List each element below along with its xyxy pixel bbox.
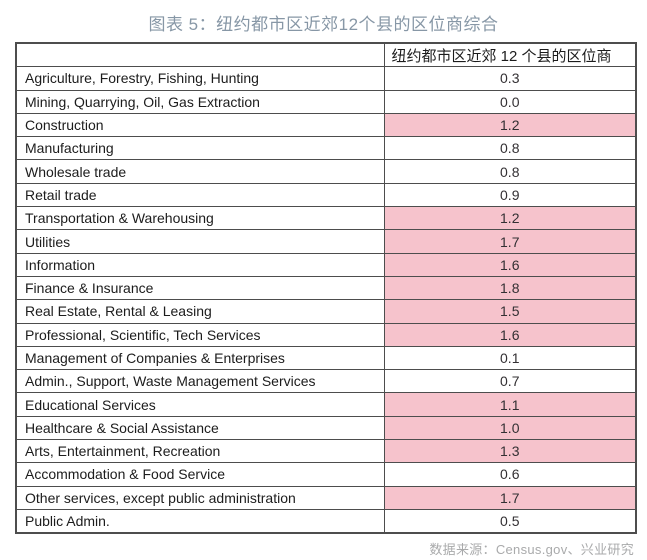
table-row: Agriculture, Forestry, Fishing, Hunting 0…: [15, 66, 637, 91]
table-row: Admin., Support, Waste Management Servic…: [15, 369, 637, 394]
table-row: Wholesale trade 0.8: [15, 159, 637, 184]
table-row: Professional, Scientific, Tech Services 1…: [15, 322, 637, 347]
industry-label-cell: Construction: [15, 112, 385, 138]
lq-value-cell: 1.7: [383, 485, 637, 510]
industry-label-cell: Public Admin.: [15, 508, 385, 534]
industry-label-cell: Accommodation & Food Service: [15, 462, 385, 487]
table-body: Agriculture, Forestry, Fishing, Hunting 0…: [15, 66, 637, 534]
table-row: Educational Services 1.1: [15, 392, 637, 417]
industry-label-cell: Arts, Entertainment, Recreation: [15, 439, 385, 464]
lq-value-cell: 1.3: [383, 439, 637, 464]
data-source-note: 数据来源：Census.gov、兴业研究: [429, 542, 634, 557]
table-row: Mining, Quarrying, Oil, Gas Extraction 0.…: [15, 89, 637, 114]
table-row: Public Admin. 0.5: [15, 508, 637, 534]
header-row: 纽约都市区近郊 12 个县的区位商: [15, 42, 637, 68]
corner-header-cell: [15, 42, 385, 68]
table-row: Arts, Entertainment, Recreation 1.3: [15, 439, 637, 464]
industry-label-cell: Transportation & Warehousing: [15, 206, 385, 231]
industry-label-cell: Educational Services: [15, 392, 385, 417]
industry-label-cell: Finance & Insurance: [15, 275, 385, 301]
lq-value-cell: 0.8: [383, 136, 637, 161]
lq-value-cell: 0.0: [383, 89, 637, 114]
lq-value-cell: 0.5: [383, 508, 637, 534]
industry-label-cell: Admin., Support, Waste Management Servic…: [15, 369, 385, 394]
table-row: Manufacturing 0.8: [15, 136, 637, 161]
lq-value-cell: 1.2: [383, 112, 637, 138]
industry-label-cell: Management of Companies & Enterprises: [15, 345, 385, 371]
lq-value-cell: 1.0: [383, 415, 637, 441]
lq-value-cell: 1.7: [383, 229, 637, 254]
lq-value-cell: 1.1: [383, 392, 637, 417]
lq-value-cell: 0.6: [383, 462, 637, 487]
industry-label-cell: Healthcare & Social Assistance: [15, 415, 385, 441]
table-row: Healthcare & Social Assistance 1.0: [15, 415, 637, 441]
table-row: Transportation & Warehousing 1.2: [15, 206, 637, 231]
lq-value-cell: 1.6: [383, 252, 637, 277]
location-quotient-table: 纽约都市区近郊 12 个县的区位商 Agriculture, Forestry,…: [15, 42, 637, 535]
table-row: Information 1.6: [15, 252, 637, 277]
lq-value-cell: 0.7: [383, 369, 637, 394]
lq-value-cell: 0.3: [383, 66, 637, 91]
table-row: Retail trade 0.9: [15, 182, 637, 208]
industry-label-cell: Real Estate, Rental & Leasing: [15, 299, 385, 324]
lq-value-cell: 0.8: [383, 159, 637, 184]
lq-value-cell: 0.1: [383, 345, 637, 371]
table-row: Construction 1.2: [15, 112, 637, 138]
lq-value-cell: 1.6: [383, 322, 637, 347]
lq-value-cell: 0.9: [383, 182, 637, 208]
lq-value-cell: 1.2: [383, 206, 637, 231]
lq-value-cell: 1.8: [383, 275, 637, 301]
table-row: Real Estate, Rental & Leasing 1.5: [15, 299, 637, 324]
industry-label-cell: Other services, except public administra…: [15, 485, 385, 510]
industry-label-cell: Agriculture, Forestry, Fishing, Hunting: [15, 66, 385, 91]
industry-label-cell: Professional, Scientific, Tech Services: [15, 322, 385, 347]
industry-label-cell: Utilities: [15, 229, 385, 254]
table-row: Management of Companies & Enterprises 0.1: [15, 345, 637, 371]
lq-value-cell: 1.5: [383, 299, 637, 324]
table-row: Finance & Insurance 1.8: [15, 275, 637, 301]
value-column-header: 纽约都市区近郊 12 个县的区位商: [383, 42, 637, 68]
table-row: Accommodation & Food Service 0.6: [15, 462, 637, 487]
table-row: Other services, except public administra…: [15, 485, 637, 510]
industry-label-cell: Wholesale trade: [15, 159, 385, 184]
table-row: Utilities 1.7: [15, 229, 637, 254]
industry-label-cell: Manufacturing: [15, 136, 385, 161]
industry-label-cell: Information: [15, 252, 385, 277]
industry-label-cell: Mining, Quarrying, Oil, Gas Extraction: [15, 89, 385, 114]
industry-label-cell: Retail trade: [15, 182, 385, 208]
figure-title: 图表 5：纽约都市区近郊12个县的区位商综合: [148, 15, 499, 34]
